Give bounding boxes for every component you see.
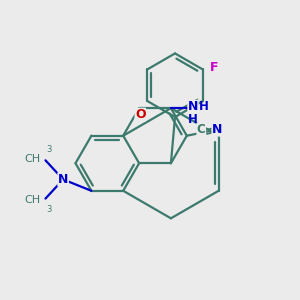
Text: N: N [212, 123, 222, 136]
Text: H: H [199, 100, 209, 113]
Text: H: H [188, 113, 198, 126]
Text: F: F [209, 61, 218, 74]
Text: CH: CH [24, 195, 40, 205]
Text: N: N [188, 100, 198, 113]
Text: C: C [197, 123, 206, 136]
Text: 3: 3 [46, 146, 51, 154]
Text: O: O [135, 108, 146, 121]
Text: N: N [58, 173, 68, 186]
Text: CH: CH [24, 154, 40, 164]
Text: 3: 3 [46, 205, 51, 214]
